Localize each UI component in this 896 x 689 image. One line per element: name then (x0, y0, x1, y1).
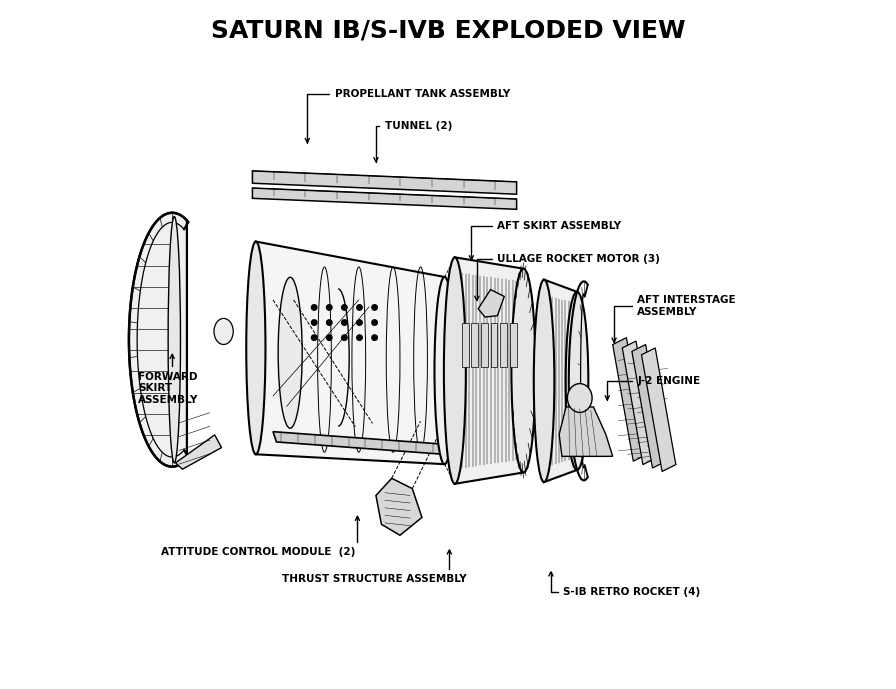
Ellipse shape (567, 384, 592, 413)
Polygon shape (455, 258, 523, 484)
Circle shape (326, 305, 332, 310)
Ellipse shape (444, 258, 466, 484)
Text: TUNNEL (2): TUNNEL (2) (374, 121, 452, 162)
Ellipse shape (214, 318, 233, 344)
Ellipse shape (168, 216, 180, 463)
Circle shape (341, 320, 347, 325)
Polygon shape (490, 322, 497, 367)
Circle shape (357, 335, 362, 340)
Circle shape (326, 320, 332, 325)
Polygon shape (481, 322, 487, 367)
Polygon shape (500, 322, 507, 367)
Polygon shape (632, 344, 667, 468)
Text: PROPELLANT TANK ASSEMBLY: PROPELLANT TANK ASSEMBLY (306, 89, 510, 143)
Polygon shape (478, 289, 504, 317)
Circle shape (312, 335, 317, 340)
Polygon shape (256, 242, 444, 464)
Polygon shape (253, 171, 517, 194)
Polygon shape (544, 280, 577, 482)
Ellipse shape (512, 269, 536, 473)
Circle shape (312, 320, 317, 325)
Polygon shape (176, 435, 221, 469)
Text: FORWARD
SKIRT
ASSEMBLY: FORWARD SKIRT ASSEMBLY (138, 354, 198, 405)
Text: THRUST STRUCTURE ASSEMBLY: THRUST STRUCTURE ASSEMBLY (282, 550, 467, 584)
Circle shape (372, 335, 377, 340)
Text: AFT INTERSTAGE
ASSEMBLY: AFT INTERSTAGE ASSEMBLY (612, 296, 736, 342)
Polygon shape (642, 348, 676, 471)
Circle shape (341, 305, 347, 310)
Circle shape (372, 320, 377, 325)
Polygon shape (376, 478, 422, 535)
Polygon shape (273, 431, 444, 454)
Circle shape (341, 335, 347, 340)
Polygon shape (559, 407, 613, 456)
Ellipse shape (278, 277, 302, 429)
Polygon shape (461, 322, 469, 367)
Text: AFT SKIRT ASSEMBLY: AFT SKIRT ASSEMBLY (470, 221, 622, 260)
Ellipse shape (534, 280, 555, 482)
Circle shape (357, 305, 362, 310)
Text: S-IB RETRO ROCKET (4): S-IB RETRO ROCKET (4) (549, 572, 701, 597)
Text: J-2 ENGINE: J-2 ENGINE (605, 376, 701, 400)
Ellipse shape (435, 277, 454, 464)
Polygon shape (471, 322, 478, 367)
Circle shape (312, 305, 317, 310)
Text: ATTITUDE CONTROL MODULE  (2): ATTITUDE CONTROL MODULE (2) (161, 516, 359, 557)
Ellipse shape (246, 242, 265, 454)
Polygon shape (253, 188, 517, 209)
Text: ULLAGE ROCKET MOTOR (3): ULLAGE ROCKET MOTOR (3) (475, 254, 660, 300)
Polygon shape (510, 322, 517, 367)
Ellipse shape (565, 292, 589, 470)
Circle shape (326, 335, 332, 340)
Circle shape (357, 320, 362, 325)
Polygon shape (623, 341, 657, 464)
Text: SATURN IB/S-IVB EXPLODED VIEW: SATURN IB/S-IVB EXPLODED VIEW (211, 18, 685, 42)
Circle shape (372, 305, 377, 310)
Polygon shape (613, 338, 647, 461)
Polygon shape (129, 213, 187, 466)
